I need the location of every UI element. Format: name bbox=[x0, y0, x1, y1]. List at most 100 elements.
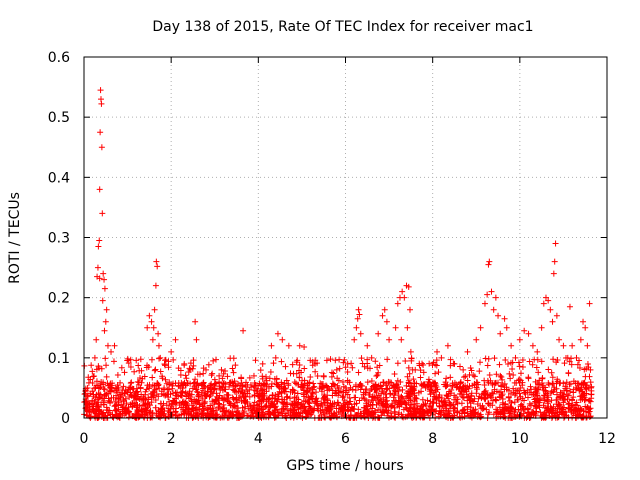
data-point bbox=[542, 294, 549, 301]
data-point bbox=[540, 300, 547, 307]
data-point bbox=[556, 336, 563, 343]
data-point bbox=[101, 327, 108, 334]
data-point bbox=[356, 311, 363, 318]
data-point bbox=[569, 342, 576, 349]
data-point bbox=[451, 360, 458, 367]
data-point bbox=[355, 306, 362, 313]
data-point bbox=[525, 330, 532, 337]
data-point bbox=[351, 336, 358, 343]
data-point bbox=[152, 282, 159, 289]
x-tick-label: 0 bbox=[80, 431, 89, 447]
data-point bbox=[364, 342, 371, 349]
data-point bbox=[534, 348, 541, 355]
data-point bbox=[553, 312, 560, 319]
data-point bbox=[91, 354, 98, 361]
data-point bbox=[98, 100, 105, 107]
data-point bbox=[279, 336, 286, 343]
data-point bbox=[464, 348, 471, 355]
data-point bbox=[101, 285, 108, 292]
data-point bbox=[529, 342, 536, 349]
data-point bbox=[168, 348, 175, 355]
data-point bbox=[311, 360, 318, 367]
data-point bbox=[94, 264, 101, 271]
data-point bbox=[497, 330, 504, 337]
data-point bbox=[434, 348, 441, 355]
data-point bbox=[407, 348, 414, 355]
data-point bbox=[229, 378, 236, 385]
data-point bbox=[357, 330, 364, 337]
data-point bbox=[425, 378, 432, 385]
data-point bbox=[99, 210, 106, 217]
data-point bbox=[392, 324, 399, 331]
data-point bbox=[103, 306, 110, 313]
data-point bbox=[353, 324, 360, 331]
data-point bbox=[564, 354, 571, 361]
data-point bbox=[155, 342, 162, 349]
data-point bbox=[268, 342, 275, 349]
data-point bbox=[96, 237, 103, 244]
data-point bbox=[473, 336, 480, 343]
data-point bbox=[250, 372, 257, 379]
data-point bbox=[516, 336, 523, 343]
data-point bbox=[398, 336, 405, 343]
data-point bbox=[404, 324, 411, 331]
data-point bbox=[492, 294, 499, 301]
chart-title: Day 138 of 2015, Rate Of TEC Index for r… bbox=[152, 19, 533, 35]
x-tick-label: 8 bbox=[428, 431, 437, 447]
data-point bbox=[477, 324, 484, 331]
data-point bbox=[333, 366, 340, 373]
data-point bbox=[379, 312, 386, 319]
y-tick-label: 0 bbox=[61, 411, 70, 427]
x-axis-label: GPS time / hours bbox=[286, 458, 403, 474]
data-point bbox=[100, 270, 107, 277]
data-point bbox=[444, 342, 451, 349]
data-point bbox=[95, 243, 102, 250]
data-point bbox=[573, 354, 580, 361]
data-point bbox=[560, 342, 567, 349]
data-point bbox=[488, 288, 495, 295]
data-point bbox=[240, 327, 247, 334]
data-point bbox=[375, 330, 382, 337]
data-point bbox=[580, 318, 587, 325]
data-point bbox=[150, 324, 157, 331]
data-point bbox=[272, 354, 279, 361]
data-point bbox=[108, 348, 115, 355]
data-point bbox=[521, 327, 528, 334]
data-point bbox=[584, 342, 591, 349]
data-point bbox=[368, 354, 375, 361]
data-point bbox=[405, 283, 412, 290]
data-point bbox=[259, 360, 266, 367]
data-point bbox=[484, 291, 491, 298]
data-point bbox=[490, 306, 497, 313]
x-tick-label: 12 bbox=[598, 431, 616, 447]
data-point bbox=[381, 306, 388, 313]
data-point bbox=[101, 276, 108, 283]
data-point bbox=[96, 186, 103, 193]
data-point bbox=[547, 306, 554, 313]
data-point bbox=[508, 342, 515, 349]
data-point bbox=[155, 330, 162, 337]
data-point bbox=[394, 300, 401, 307]
data-point bbox=[274, 330, 281, 337]
data-point bbox=[203, 366, 210, 373]
data-point bbox=[192, 318, 199, 325]
data-point bbox=[485, 261, 492, 268]
y-tick-label: 0.3 bbox=[48, 231, 70, 247]
data-point bbox=[97, 87, 104, 94]
data-point bbox=[146, 312, 153, 319]
data-point bbox=[481, 300, 488, 307]
data-point bbox=[412, 366, 419, 373]
data-point bbox=[144, 324, 151, 331]
data-point bbox=[438, 354, 445, 361]
data-point bbox=[512, 354, 519, 361]
data-point bbox=[149, 336, 156, 343]
data-point bbox=[97, 129, 104, 136]
data-point bbox=[586, 300, 593, 307]
data-point bbox=[386, 336, 393, 343]
data-point bbox=[538, 324, 545, 331]
y-axis-label: ROTI / TECUs bbox=[7, 192, 23, 284]
data-point bbox=[93, 336, 100, 343]
data-point bbox=[549, 318, 556, 325]
y-tick-label: 0.1 bbox=[48, 351, 70, 367]
data-point bbox=[551, 258, 558, 265]
